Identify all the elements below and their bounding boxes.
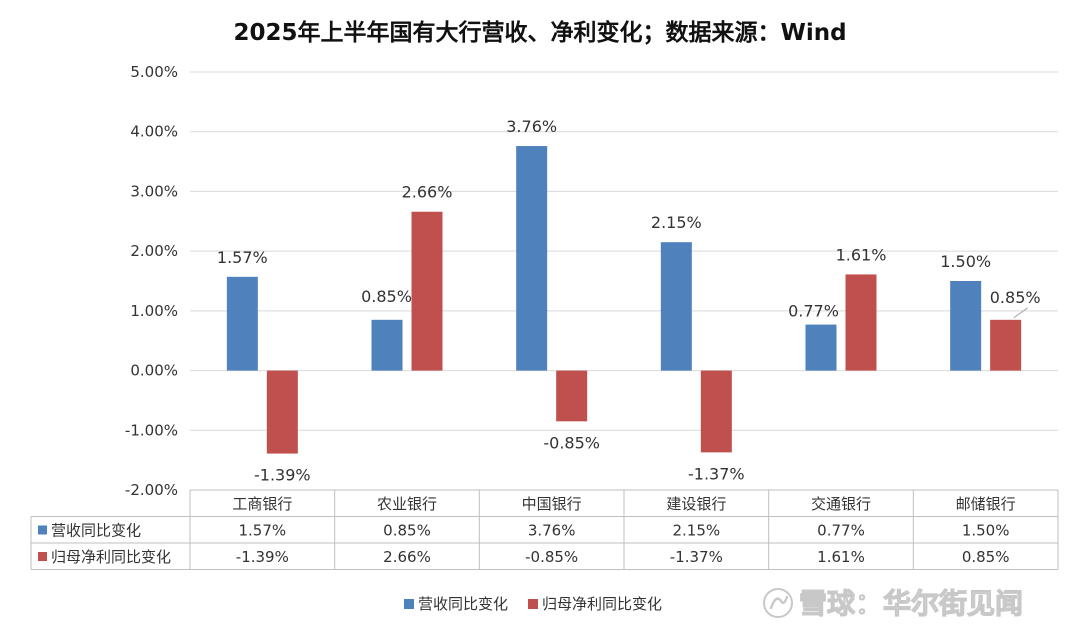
y-tick-label: -2.00% xyxy=(125,481,178,499)
gridlines xyxy=(190,71,1058,491)
y-axis-ticks: 5.00% 4.00% 3.00% 2.00% 1.00% 0.00% -1.00% -2.0… xyxy=(125,63,178,499)
legend-entry: 营收同比变化 xyxy=(418,595,508,613)
label-leader-line xyxy=(1013,307,1028,319)
watermark: 雪球：华尔街见闻 xyxy=(763,586,1024,621)
y-tick-label: 2.00% xyxy=(130,242,178,260)
bar-revenue xyxy=(660,242,692,371)
y-tick-label: 3.00% xyxy=(130,182,178,200)
bar-net-profit xyxy=(700,370,732,453)
legend: 营收同比变化 归母净利同比变化 xyxy=(404,595,662,613)
bar-revenue xyxy=(950,281,982,371)
category-label: 中国银行 xyxy=(522,495,582,513)
table-cell: 1.57% xyxy=(239,522,287,540)
data-labels: 1.57% -1.39% 0.85% 2.66% 3.76% -0.85% 2.15% -1.… xyxy=(217,117,1041,485)
table-cell: 1.50% xyxy=(962,522,1010,540)
legend-swatch xyxy=(528,599,538,609)
table-cell: 2.66% xyxy=(383,548,431,566)
table-cell: 0.85% xyxy=(383,522,431,540)
bars xyxy=(226,146,1022,454)
data-label: -1.39% xyxy=(254,466,311,485)
y-tick-label: -1.00% xyxy=(125,421,178,439)
data-label: 0.85% xyxy=(990,288,1041,307)
bar-net-profit xyxy=(411,211,443,371)
table-cell: -1.37% xyxy=(670,548,723,566)
y-tick-label: 5.00% xyxy=(130,63,178,81)
table-legend-swatch xyxy=(38,552,47,561)
data-label: 0.85% xyxy=(361,287,412,306)
table-legend-swatch xyxy=(38,525,47,535)
data-label: 2.15% xyxy=(651,213,702,232)
bar-net-profit xyxy=(845,274,877,371)
bar-revenue xyxy=(226,276,258,371)
table-series-label: 归母净利同比变化 xyxy=(51,548,171,566)
data-label: 2.66% xyxy=(402,183,453,202)
table-cell: 3.76% xyxy=(528,522,576,540)
data-label: -1.37% xyxy=(688,464,745,483)
table-cell: -1.39% xyxy=(236,548,289,566)
legend-swatch xyxy=(404,599,414,609)
table-cell: 1.61% xyxy=(817,548,865,566)
data-label: 3.76% xyxy=(506,117,557,136)
category-label: 邮储银行 xyxy=(956,495,1016,513)
data-label: -0.85% xyxy=(543,433,600,452)
data-label: 1.61% xyxy=(836,245,887,264)
bar-revenue xyxy=(516,146,548,371)
y-tick-label: 4.00% xyxy=(130,123,178,141)
legend-entry: 归母净利同比变化 xyxy=(542,595,662,613)
data-label: 1.57% xyxy=(217,248,268,267)
category-label: 交通银行 xyxy=(811,495,871,513)
bar-net-profit xyxy=(556,370,588,422)
chart-title: 2025年上半年国有大行营收、净利变化；数据来源：Wind xyxy=(233,19,846,46)
category-label: 工商银行 xyxy=(232,495,292,513)
bar-net-profit xyxy=(990,319,1022,371)
bar-revenue xyxy=(371,319,403,371)
bar-revenue xyxy=(805,324,837,371)
xueqiu-logo-icon xyxy=(763,588,793,618)
data-label: 0.77% xyxy=(788,302,839,321)
category-label: 建设银行 xyxy=(666,495,726,513)
table-cell: -0.85% xyxy=(525,548,578,566)
y-tick-label: 1.00% xyxy=(130,302,178,320)
watermark-text: 雪球：华尔街见闻 xyxy=(799,587,1023,620)
data-label: 1.50% xyxy=(940,252,991,271)
table-cell: 0.85% xyxy=(962,548,1010,566)
table-series-label: 营收同比变化 xyxy=(51,522,141,540)
table-cell: 2.15% xyxy=(673,522,721,540)
y-tick-label: 0.00% xyxy=(130,362,178,380)
bar-net-profit xyxy=(266,370,298,454)
category-label: 农业银行 xyxy=(377,495,437,513)
table-cell: 0.77% xyxy=(817,522,865,540)
